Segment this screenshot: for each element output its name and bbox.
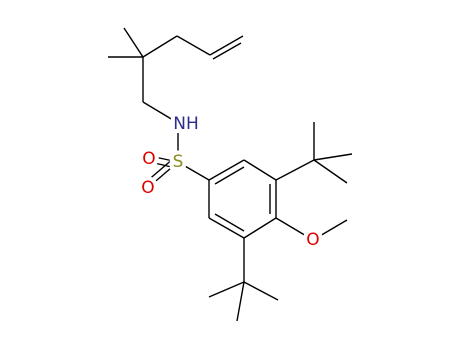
atom-label: O	[141, 178, 154, 198]
atom-label: O	[142, 149, 155, 169]
atom-label: O	[306, 230, 319, 250]
atom-label: NH	[173, 114, 199, 134]
atom-label: S	[173, 152, 184, 172]
bonds	[108, 27, 353, 322]
